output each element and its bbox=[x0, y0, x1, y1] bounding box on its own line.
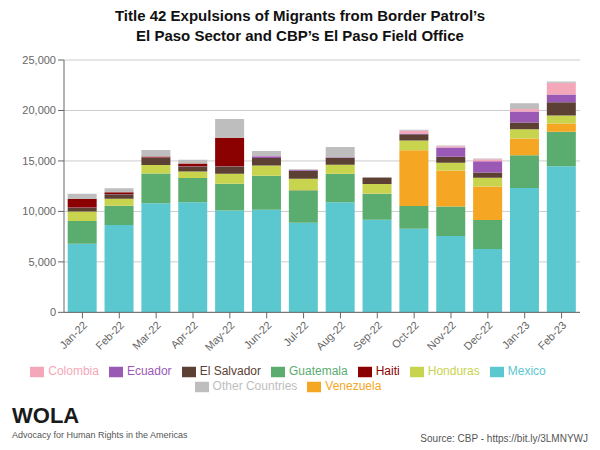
svg-text:5,000: 5,000 bbox=[28, 256, 56, 268]
svg-text:Feb-22: Feb-22 bbox=[93, 319, 126, 352]
html-text:Colombia: Colombia bbox=[48, 364, 99, 379]
svg-text:15,000: 15,000 bbox=[22, 155, 56, 167]
html-text:Title 42 Expulsions of Migrant: Title 42 Expulsions of Migrants from Bor… bbox=[115, 7, 485, 44]
svg-text:10,000: 10,000 bbox=[22, 205, 56, 217]
html-text:Venezuela: Venezuela bbox=[325, 379, 382, 394]
svg-text:Apr-22: Apr-22 bbox=[168, 319, 200, 351]
svg-text:Jul-22: Jul-22 bbox=[281, 319, 311, 349]
svg-text:0: 0 bbox=[50, 306, 56, 318]
svg-text:Mar-22: Mar-22 bbox=[130, 319, 163, 352]
svg-text:Aug-22: Aug-22 bbox=[314, 319, 348, 353]
svg-text:Sep-22: Sep-22 bbox=[351, 319, 385, 353]
html-text:Honduras: Honduras bbox=[427, 364, 480, 379]
html-text:Guatemala: Guatemala bbox=[289, 364, 348, 379]
svg-text:May-22: May-22 bbox=[202, 319, 236, 353]
html-text:Haiti: Haiti bbox=[375, 364, 400, 379]
svg-text:Oct-22: Oct-22 bbox=[389, 319, 421, 351]
html-text:Mexico: Mexico bbox=[507, 364, 546, 379]
html-text:Other Countries: Other Countries bbox=[212, 379, 298, 394]
svg-text:Nov-22: Nov-22 bbox=[424, 319, 458, 353]
svg-text:Jun-22: Jun-22 bbox=[241, 319, 273, 351]
html-text:Source: CBP - https://bit.ly/3: Source: CBP - https://bit.ly/3LMNYWJ bbox=[420, 433, 588, 444]
svg-text:25,000: 25,000 bbox=[22, 54, 56, 66]
svg-text:Dec-22: Dec-22 bbox=[461, 319, 495, 353]
svg-text:Feb-23: Feb-23 bbox=[535, 319, 568, 352]
html-text:Ecuador: Ecuador bbox=[126, 364, 172, 379]
html-text:El Salvador: El Salvador bbox=[199, 364, 261, 379]
html-text:Advocacy for Human Rights in t: Advocacy for Human Rights in the America… bbox=[12, 430, 188, 440]
svg-text:Jan-22: Jan-22 bbox=[57, 319, 89, 351]
html-text:WOLA: WOLA bbox=[12, 403, 80, 428]
svg-text:20,000: 20,000 bbox=[22, 104, 56, 116]
svg-text:Jan-23: Jan-23 bbox=[499, 319, 531, 351]
